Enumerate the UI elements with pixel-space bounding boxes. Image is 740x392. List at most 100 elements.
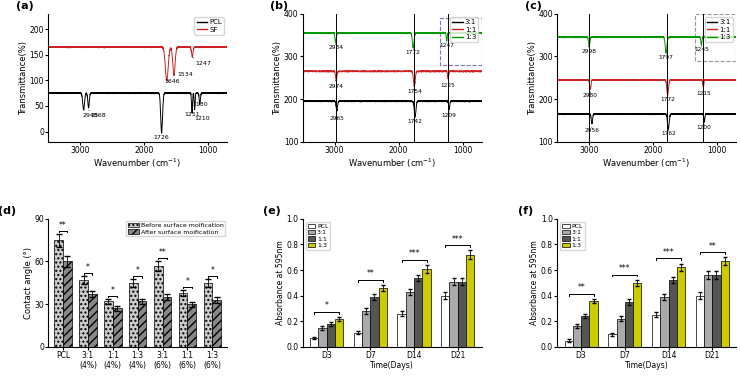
Bar <box>721 261 729 347</box>
Bar <box>138 301 147 347</box>
Y-axis label: Contact angle (°): Contact angle (°) <box>24 247 33 319</box>
Legend: Before surface moification, After surface moification: Before surface moification, After surfac… <box>126 221 226 236</box>
Bar <box>88 294 97 347</box>
Bar <box>449 281 458 347</box>
Bar <box>204 283 212 347</box>
Bar <box>326 324 335 347</box>
Text: 1130: 1130 <box>192 102 208 107</box>
Bar <box>458 281 466 347</box>
Text: 1209: 1209 <box>442 111 457 118</box>
Text: 1797: 1797 <box>659 53 673 60</box>
Bar <box>581 316 590 347</box>
Y-axis label: Transmittance(%): Transmittance(%) <box>528 41 537 115</box>
Text: 1247: 1247 <box>440 42 454 48</box>
Text: *: * <box>325 301 329 310</box>
Text: (c): (c) <box>525 1 542 11</box>
Bar <box>163 297 172 347</box>
Text: *: * <box>135 267 140 276</box>
Text: ***: *** <box>663 248 674 257</box>
Bar <box>79 280 88 347</box>
Text: 1762: 1762 <box>661 130 676 136</box>
X-axis label: Wavenumber (cm$^{-1}$): Wavenumber (cm$^{-1}$) <box>348 156 437 170</box>
Text: 1247: 1247 <box>192 57 211 66</box>
Bar <box>565 341 573 347</box>
Text: 1200: 1200 <box>697 124 712 131</box>
Bar <box>633 283 642 347</box>
Text: (f): (f) <box>518 206 533 216</box>
Text: **: ** <box>59 221 67 230</box>
Bar <box>625 302 633 347</box>
Bar <box>440 18 482 65</box>
Text: 1210: 1210 <box>195 116 210 122</box>
Text: 2965: 2965 <box>329 114 344 121</box>
Bar <box>652 315 660 347</box>
Text: 1726: 1726 <box>154 135 169 140</box>
Text: (d): (d) <box>0 206 16 216</box>
Bar <box>616 319 625 347</box>
Text: 2980: 2980 <box>583 91 598 98</box>
X-axis label: Wavenumber (cm$^{-1}$): Wavenumber (cm$^{-1}$) <box>602 156 691 170</box>
Bar <box>590 301 598 347</box>
Legend: PCL, SF: PCL, SF <box>195 17 223 35</box>
Bar <box>423 269 431 347</box>
Bar <box>104 301 112 347</box>
Bar <box>608 334 616 347</box>
Bar <box>704 275 713 347</box>
Text: **: ** <box>708 242 716 251</box>
Text: 1251: 1251 <box>184 112 200 117</box>
Bar <box>354 333 362 347</box>
Text: (a): (a) <box>16 1 33 11</box>
Bar <box>441 296 449 347</box>
Text: (e): (e) <box>263 206 281 216</box>
Bar <box>696 296 704 347</box>
Bar <box>695 14 736 61</box>
Text: 1215: 1215 <box>696 90 710 96</box>
Bar <box>187 304 196 347</box>
Bar <box>677 267 685 347</box>
Text: 2974: 2974 <box>329 83 344 89</box>
Bar <box>466 255 474 347</box>
Bar <box>54 240 63 347</box>
Text: **: ** <box>366 269 374 278</box>
Text: 2956: 2956 <box>585 127 599 133</box>
Bar <box>129 283 138 347</box>
Bar <box>370 297 379 347</box>
Text: 1772: 1772 <box>660 96 675 102</box>
Legend: PCL, 3:1, 1:1, 1:3: PCL, 3:1, 1:1, 1:3 <box>560 222 585 250</box>
Bar <box>318 328 326 347</box>
Bar <box>112 309 121 347</box>
Text: *: * <box>111 286 115 295</box>
Bar <box>179 293 187 347</box>
Text: 2868: 2868 <box>89 110 107 118</box>
Text: ***: *** <box>619 264 630 273</box>
Text: *: * <box>86 263 90 272</box>
Bar <box>310 338 318 347</box>
Text: *: * <box>210 267 215 276</box>
Legend: 3:1, 1:1, 1:3: 3:1, 1:1, 1:3 <box>451 17 478 42</box>
Bar <box>154 266 163 347</box>
Text: 1754: 1754 <box>407 87 422 94</box>
Legend: PCL, 3:1, 1:1, 1:3: PCL, 3:1, 1:1, 1:3 <box>306 222 330 250</box>
Bar <box>573 327 581 347</box>
Text: 1245: 1245 <box>694 46 709 52</box>
Text: **: ** <box>577 283 585 292</box>
Text: 1225: 1225 <box>441 81 456 88</box>
X-axis label: Wavenumber (cm$^{-1}$): Wavenumber (cm$^{-1}$) <box>93 156 182 170</box>
Bar <box>212 300 221 347</box>
X-axis label: Time(Days): Time(Days) <box>370 361 414 370</box>
Text: 2998: 2998 <box>582 48 596 54</box>
Y-axis label: Absorbance at 595nm: Absorbance at 595nm <box>531 240 539 325</box>
Bar <box>63 261 72 347</box>
Text: (b): (b) <box>270 1 289 11</box>
Y-axis label: Absorbance at 595nm: Absorbance at 595nm <box>276 240 285 325</box>
Text: ***: *** <box>408 249 420 258</box>
Legend: 3:1, 1:1, 1:3: 3:1, 1:1, 1:3 <box>704 17 733 42</box>
Bar <box>668 280 677 347</box>
Text: 2984: 2984 <box>328 44 343 50</box>
Bar <box>713 275 721 347</box>
Text: **: ** <box>158 248 166 257</box>
Text: ***: *** <box>452 235 463 244</box>
Bar <box>335 319 343 347</box>
Text: *: * <box>186 277 189 286</box>
Bar <box>397 314 406 347</box>
